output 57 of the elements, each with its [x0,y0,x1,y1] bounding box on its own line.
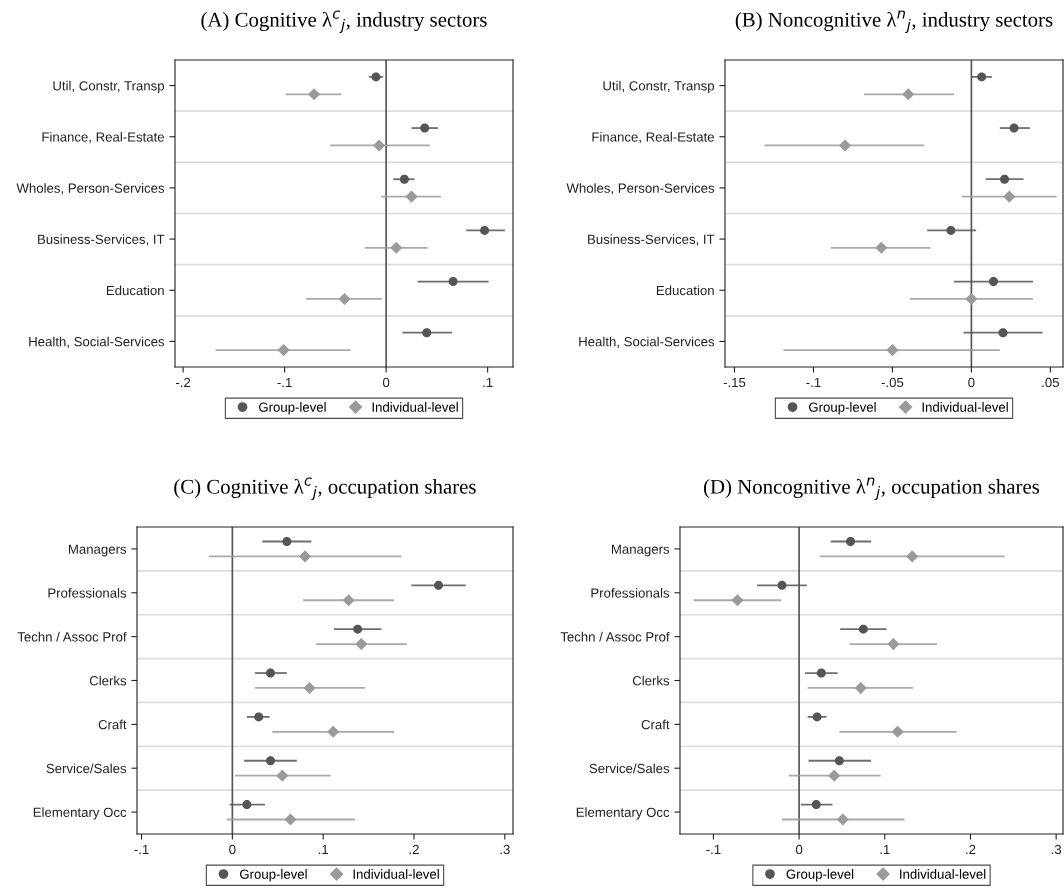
x-tick-label: .1 [318,844,329,854]
x-tick-label: .3 [1051,844,1062,855]
y-tick-label: Elementary Occ [576,807,670,820]
y-tick-label: Professionals [48,588,127,598]
y-tick-label: Techn / Assoc Prof [17,631,127,642]
y-tick-label: Managers [69,544,127,557]
y-tick-label: Clerks [632,675,670,686]
x-tick-label: 0 [968,377,975,388]
y-tick-label: Health, Social-Services [579,336,715,348]
legend-label: Individual-level [922,402,1008,412]
y-tick-label: Wholes, Person-Services [566,183,715,195]
y-tick-label: Professionals [591,588,670,598]
y-tick-label: Business-Services, IT [588,234,715,246]
legend-label: Group-level [809,402,876,415]
x-tick-label: .2 [966,844,976,854]
legend-label: Group-level [240,869,307,882]
x-tick-label: -.2 [176,377,191,387]
x-tick-label: .1 [483,377,493,387]
y-tick-label: Elementary Occ [33,807,127,820]
y-tick-label: Managers [612,544,670,557]
x-tick-label: .1 [880,844,890,854]
y-tick-label: Util, Constr, Transp [603,80,715,94]
x-tick-label: -.1 [806,377,821,387]
y-tick-label: Techn / Assoc Prof [560,631,670,642]
x-tick-label: -.05 [881,377,904,388]
x-tick-label: -.15 [723,377,746,388]
legend-label: Individual-level [900,869,986,879]
x-tick-label: 0 [795,844,803,855]
chart-title: (A) Cognitive λ$^{c}$$_{j}$, industry sectors [201,10,487,34]
legend-label: Group-level [786,869,854,882]
y-tick-label: Finance, Real-Estate [592,131,714,144]
x-tick-label: .3 [500,844,510,855]
chart-title: (C) Cognitive λ$^{c}$$_{j}$, occupation shares [174,477,476,501]
y-tick-label: Business-Services, IT [38,234,165,246]
y-tick-label: Service/Sales [46,763,127,774]
x-tick-label: -.1 [277,377,292,387]
y-tick-label: Craft [641,719,670,730]
y-tick-label: Clerks [89,675,127,686]
x-tick-label: -.1 [134,844,149,854]
y-tick-label: Health, Social-Services [29,336,165,348]
x-tick-label: .05 [1042,377,1059,388]
x-tick-label: 0 [382,377,390,388]
y-tick-label: Wholes, Person-Services [16,183,165,195]
y-tick-label: Finance, Real-Estate [42,131,164,144]
y-tick-label: Education [106,285,164,296]
y-tick-label: Education [656,285,714,296]
legend-label: Individual-level [353,869,439,879]
chart-title: (B) Noncognitive λ$^{n}$$_{j}$, industry sectors [735,10,1053,34]
x-tick-label: -.1 [706,844,721,854]
x-tick-label: 0 [229,844,236,855]
y-tick-label: Craft [98,719,127,730]
y-tick-label: Service/Sales [589,763,670,774]
y-tick-label: Util, Constr, Transp [53,80,165,94]
legend-label: Individual-level [372,402,458,412]
chart-title: (D) Noncognitive λ$^{n}$$_{j}$, occupation shares [703,477,1040,501]
legend-label: Group-level [259,402,326,415]
x-tick-label: .2 [409,844,419,854]
